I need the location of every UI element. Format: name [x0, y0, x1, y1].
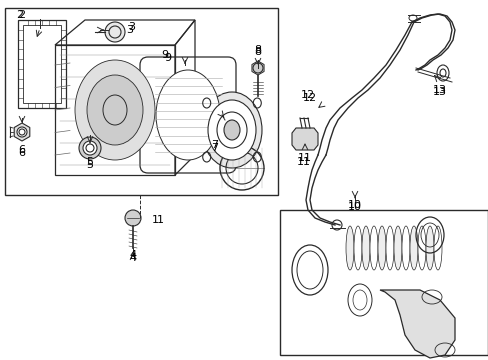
Ellipse shape: [425, 226, 433, 270]
Bar: [280, 210, 487, 355]
Ellipse shape: [346, 226, 353, 270]
Ellipse shape: [433, 226, 441, 270]
Text: 1: 1: [156, 215, 163, 225]
Text: 2: 2: [19, 10, 25, 20]
Ellipse shape: [83, 141, 97, 155]
Ellipse shape: [409, 226, 417, 270]
Ellipse shape: [393, 226, 401, 270]
Text: 12: 12: [303, 93, 316, 103]
Ellipse shape: [377, 226, 385, 270]
Ellipse shape: [353, 226, 361, 270]
Ellipse shape: [105, 22, 125, 42]
Text: 6: 6: [19, 148, 25, 158]
Text: 9: 9: [164, 53, 171, 63]
Polygon shape: [291, 128, 317, 150]
Text: 3: 3: [126, 25, 133, 35]
Polygon shape: [251, 61, 264, 75]
Ellipse shape: [385, 226, 393, 270]
Text: 6: 6: [19, 145, 25, 155]
Ellipse shape: [125, 210, 141, 226]
Text: 11: 11: [296, 157, 310, 167]
Text: 4: 4: [129, 250, 136, 260]
Ellipse shape: [156, 70, 220, 160]
FancyBboxPatch shape: [140, 57, 236, 173]
Text: 13: 13: [432, 85, 446, 95]
Text: 9: 9: [161, 50, 168, 60]
Ellipse shape: [252, 63, 263, 73]
Text: 3: 3: [128, 22, 135, 32]
Text: 10: 10: [347, 200, 361, 210]
Text: 2: 2: [17, 10, 23, 20]
Ellipse shape: [75, 60, 155, 160]
Text: 12: 12: [300, 90, 314, 100]
Ellipse shape: [417, 226, 425, 270]
Ellipse shape: [79, 137, 101, 159]
Text: 13: 13: [432, 87, 446, 97]
Ellipse shape: [87, 75, 142, 145]
Ellipse shape: [361, 226, 369, 270]
Text: 10: 10: [347, 202, 361, 212]
Text: 8: 8: [254, 45, 261, 55]
Bar: [5, 8, 278, 195]
Text: 4: 4: [129, 253, 136, 263]
Ellipse shape: [224, 120, 240, 140]
Polygon shape: [379, 290, 454, 358]
Text: 5: 5: [86, 157, 93, 167]
Text: 7: 7: [211, 140, 218, 150]
Polygon shape: [14, 123, 30, 141]
Ellipse shape: [401, 226, 409, 270]
Ellipse shape: [202, 92, 262, 168]
Text: 1: 1: [151, 215, 158, 225]
Ellipse shape: [17, 127, 27, 137]
Text: 11: 11: [297, 153, 311, 163]
Text: 8: 8: [254, 47, 261, 57]
Text: 7: 7: [211, 143, 218, 153]
Ellipse shape: [207, 100, 256, 160]
Text: 5: 5: [86, 160, 93, 170]
Ellipse shape: [369, 226, 377, 270]
